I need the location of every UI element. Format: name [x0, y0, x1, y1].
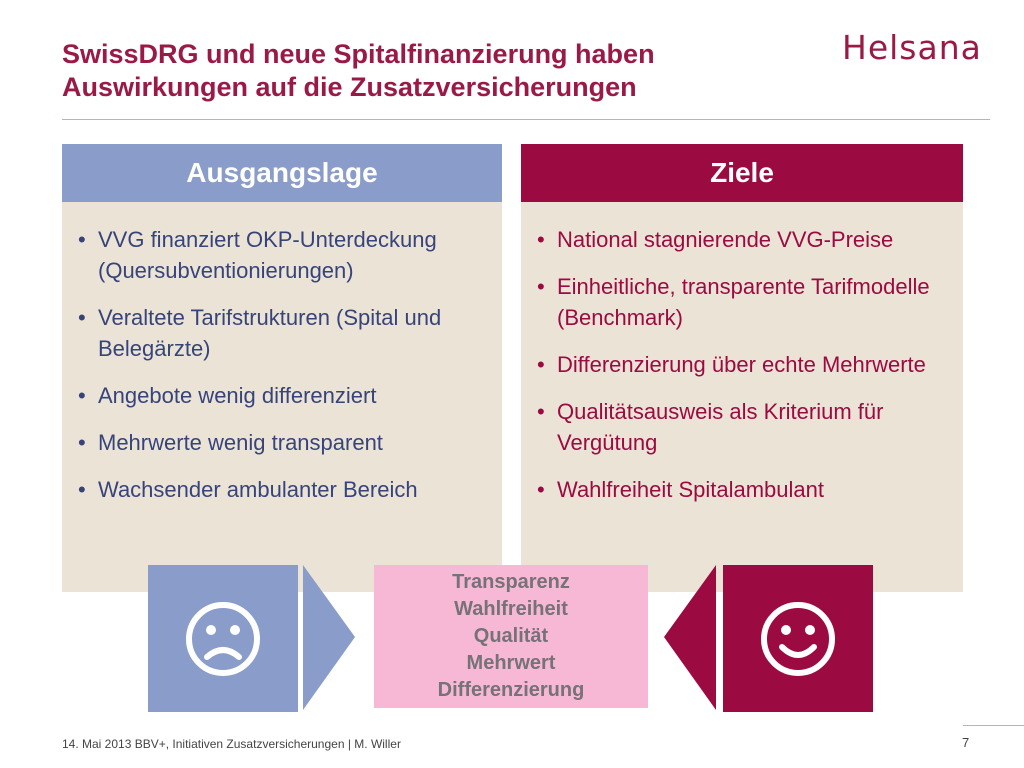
happy-face-icon: [761, 601, 835, 676]
helsana-logo: Helsana: [842, 28, 982, 67]
keyword-item: Differenzierung: [437, 679, 585, 701]
header-divider: [62, 119, 990, 120]
slide-title-line-2: Auswirkungen auf die Zusatzversicherunge…: [62, 72, 637, 102]
keyword-item: Qualität: [473, 625, 549, 647]
slide-title: SwissDRG und neue Spitalfinanzierung hab…: [62, 38, 802, 104]
list-item: • Veraltete Tarifstrukturen (Spital und B…: [78, 305, 442, 361]
keyword-item: Wahlfreiheit: [454, 598, 568, 620]
list-item: • Wahlfreiheit Spitalambulant: [537, 477, 824, 502]
footer-text: 14. Mai 2013 BBV+, Initiativen Zusatzver…: [62, 737, 401, 751]
ausgangslage-list: • VVG finanziert OKP-Unterdeckung (Quersu…: [62, 202, 502, 505]
left-chevron-arrow: [664, 565, 716, 710]
list-item: • National stagnierende VVG-Preise: [537, 227, 894, 252]
sad-face-box: [148, 565, 298, 712]
ziele-heading: Ziele: [521, 144, 963, 202]
page-number: 7: [962, 735, 970, 750]
happy-face-box: [723, 565, 873, 712]
list-item: • Qualitätsausweis als Kriterium für Verg…: [537, 399, 884, 455]
list-item: • Mehrwerte wenig transparent: [78, 430, 383, 455]
list-item: • Wachsender ambulanter Bereich: [78, 477, 418, 502]
ziele-panel: Ziele • National stagnierende VVG-Preise …: [521, 144, 963, 592]
sad-face-icon: [186, 601, 260, 676]
slide-title-line-1: SwissDRG und neue Spitalfinanzierung hab…: [62, 39, 655, 69]
keyword-item: Mehrwert: [466, 652, 556, 674]
right-chevron-arrow: [303, 565, 355, 710]
list-item: • VVG finanziert OKP-Unterdeckung (Quersu…: [78, 227, 437, 283]
ausgangslage-panel: Ausgangslage • VVG finanziert OKP-Unterde…: [62, 144, 502, 592]
footer-divider: [963, 725, 1024, 726]
center-keywords-box: Transparenz Wahlfreiheit Qualität Mehrwe…: [374, 565, 648, 708]
list-item: • Differenzierung über echte Mehrwerte: [537, 352, 926, 377]
list-item: • Einheitliche, transparente Tarifmodelle…: [537, 274, 930, 330]
ausgangslage-heading: Ausgangslage: [62, 144, 502, 202]
list-item: • Angebote wenig differenziert: [78, 383, 377, 408]
ziele-list: • National stagnierende VVG-Preise • Einhe…: [521, 202, 963, 505]
keyword-item: Transparenz: [452, 571, 570, 593]
